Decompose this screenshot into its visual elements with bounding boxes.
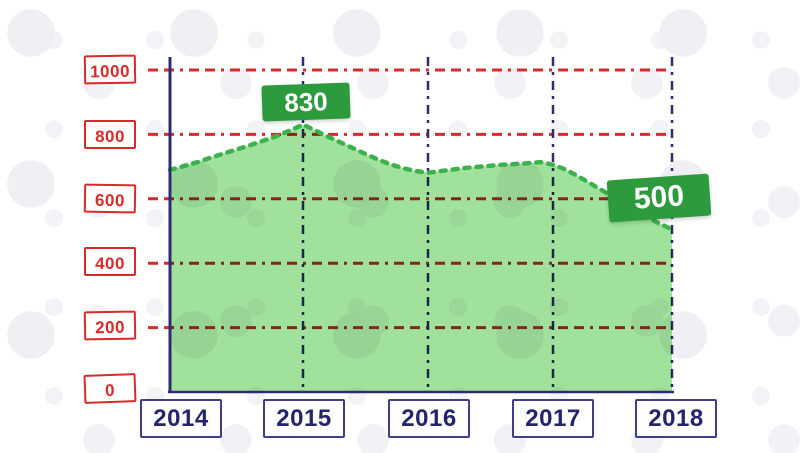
y-tick-400: 400 bbox=[84, 247, 136, 276]
y-tick-200: 200 bbox=[83, 310, 137, 341]
y-tick-1000: 1000 bbox=[83, 54, 137, 85]
area-series-fill bbox=[170, 124, 672, 392]
x-tick-2017: 2017 bbox=[512, 399, 594, 438]
x-tick-2015: 2015 bbox=[263, 399, 345, 438]
y-tick-600: 600 bbox=[83, 183, 137, 214]
annotation-end-value: 500 bbox=[606, 173, 712, 223]
annotation-peak-value: 830 bbox=[261, 82, 351, 122]
x-tick-2014: 2014 bbox=[140, 399, 222, 438]
x-tick-2018: 2018 bbox=[635, 399, 717, 438]
y-tick-0: 0 bbox=[83, 373, 137, 404]
area-series-edge bbox=[167, 122, 675, 232]
y-tick-800: 800 bbox=[84, 120, 136, 149]
x-tick-2016: 2016 bbox=[388, 399, 470, 438]
